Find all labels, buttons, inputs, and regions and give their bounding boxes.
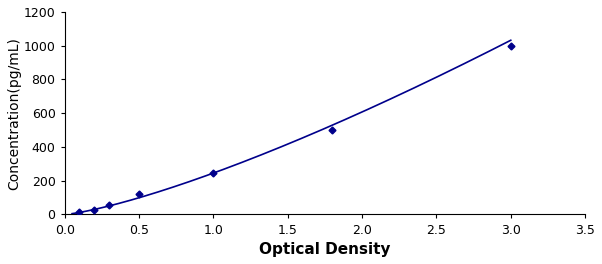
Y-axis label: Concentration(pg/mL): Concentration(pg/mL)	[7, 37, 21, 190]
X-axis label: Optical Density: Optical Density	[259, 242, 391, 257]
